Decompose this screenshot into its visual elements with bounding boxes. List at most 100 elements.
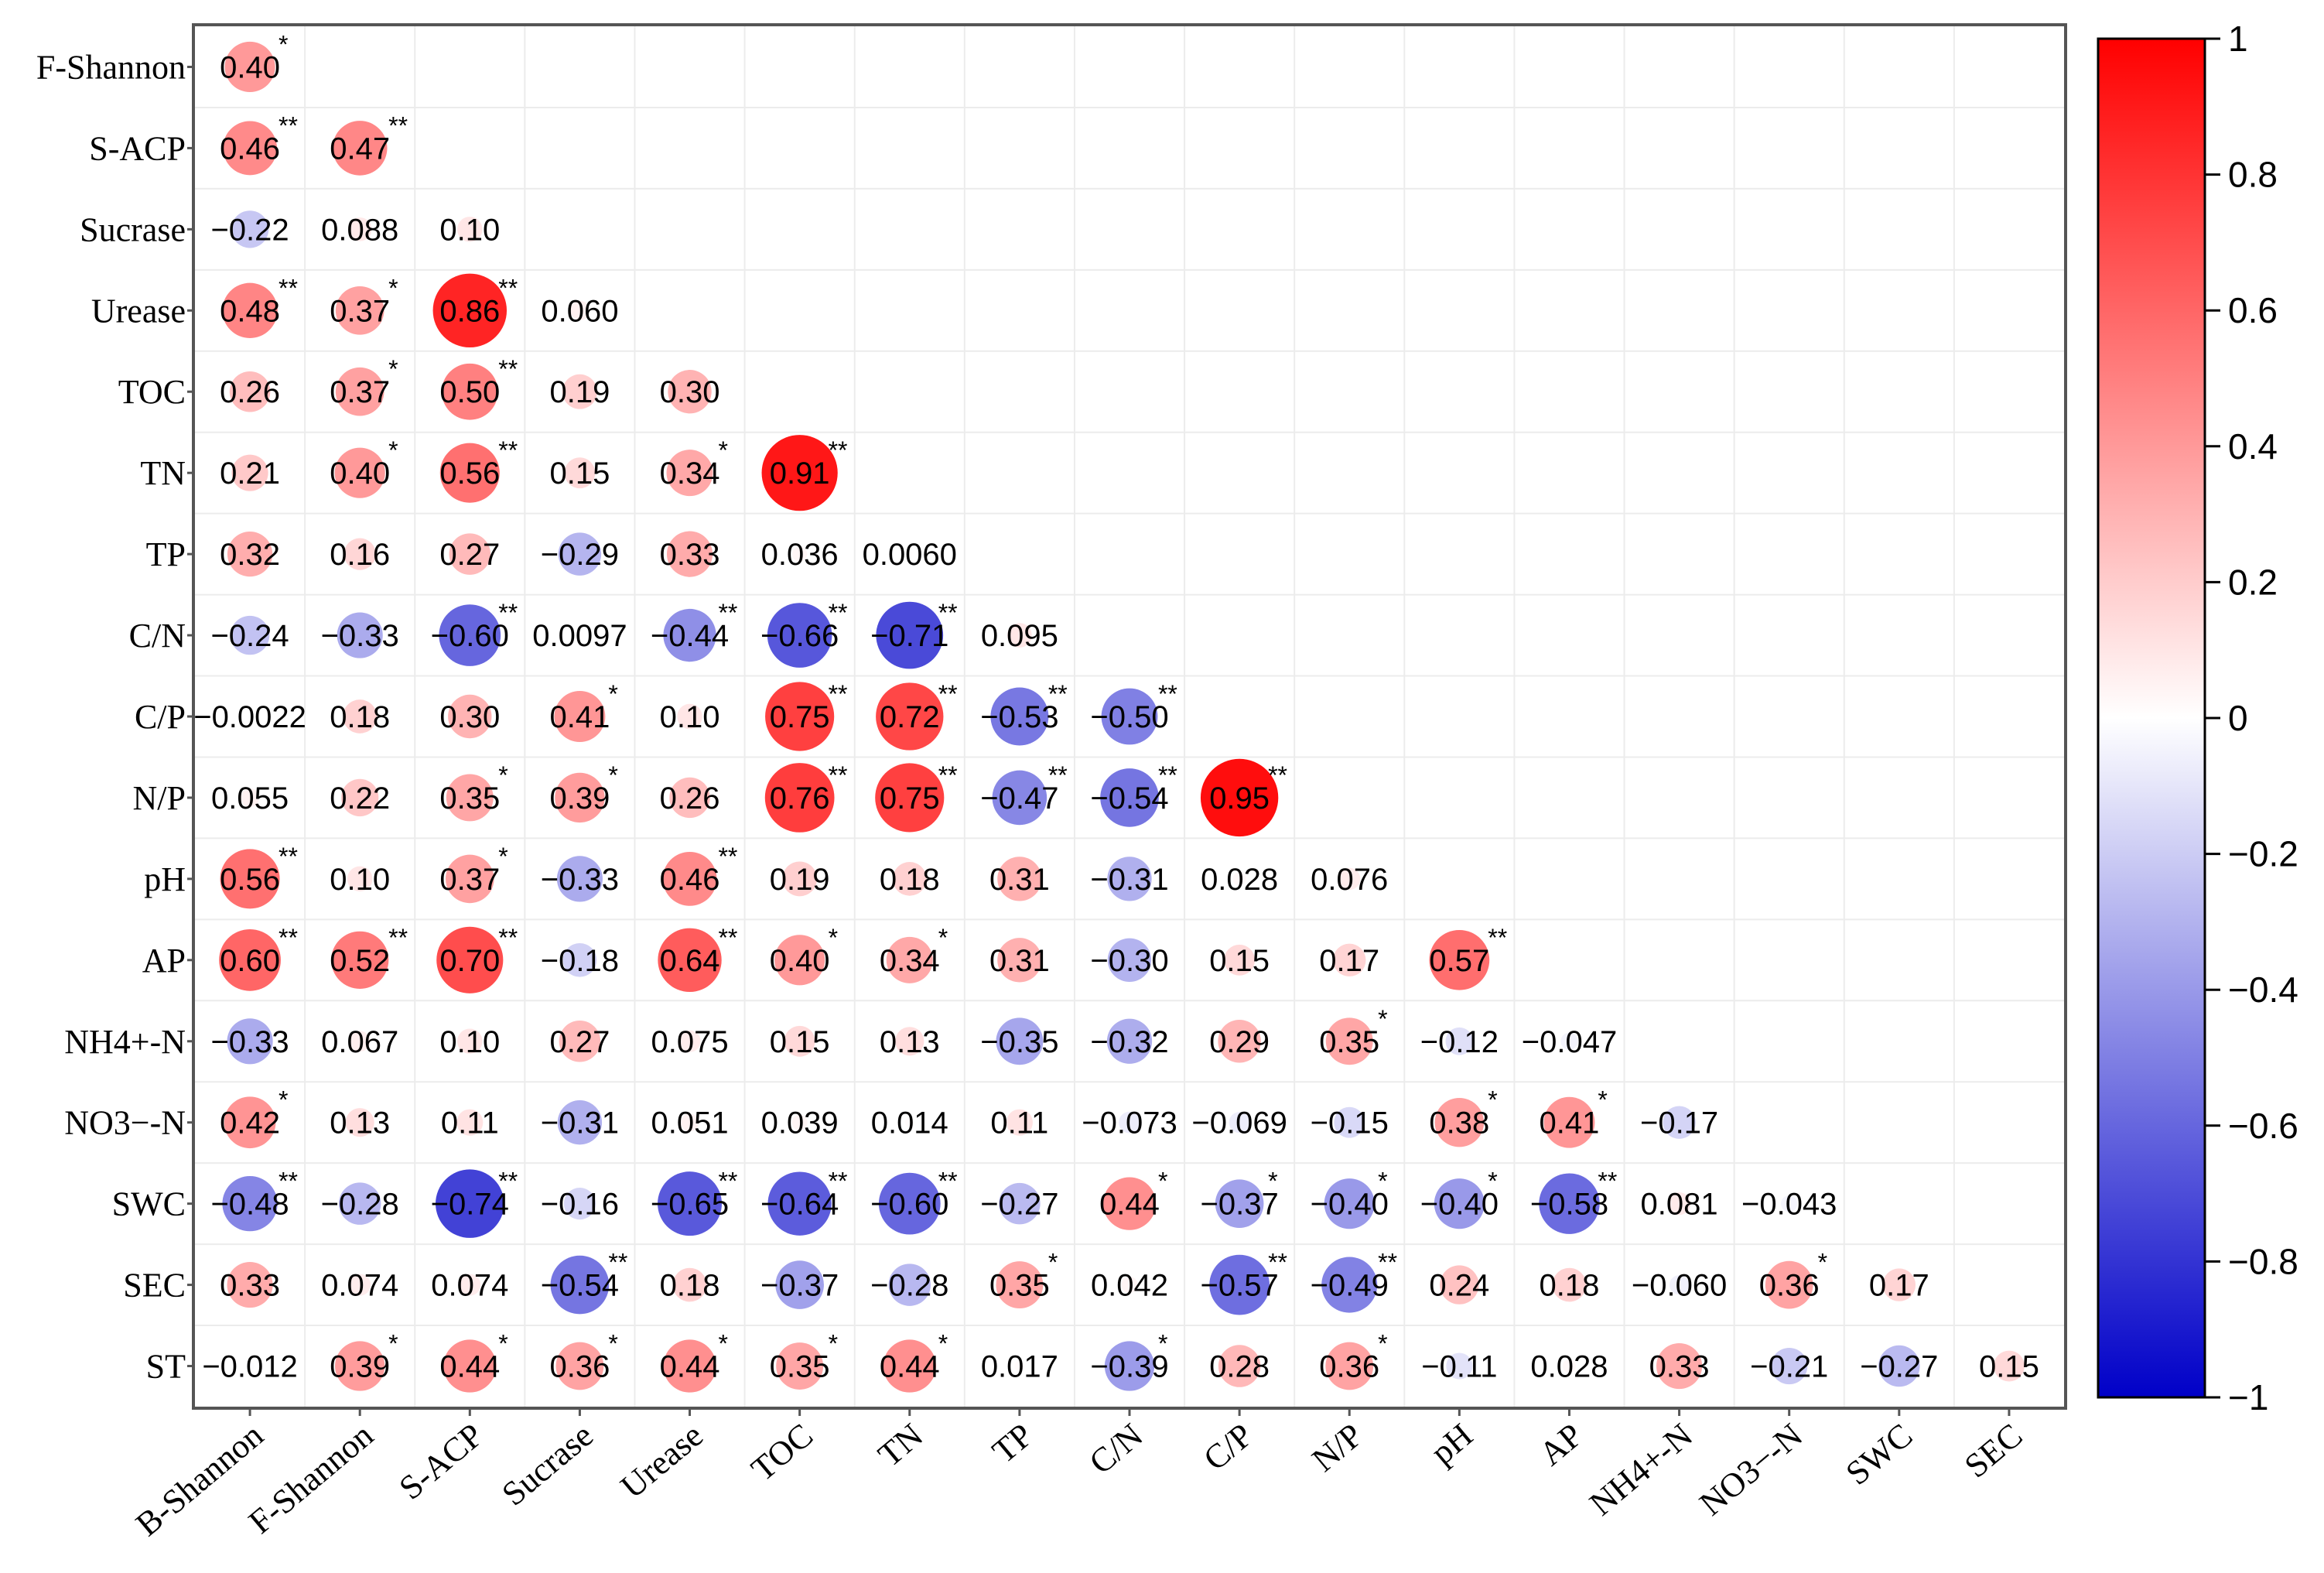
column-label: Sucrase [495, 1416, 600, 1513]
correlation-circle [436, 926, 504, 993]
correlation-value: 0.060 [541, 294, 618, 328]
correlation-value: 0.75 [880, 781, 940, 816]
correlation-circle [1006, 1109, 1033, 1136]
column-label: TP [985, 1416, 1040, 1471]
correlation-value: 0.028 [1201, 863, 1278, 897]
colorbar-tick-label: 0.8 [2228, 155, 2278, 195]
correlation-cells: 0.40*0.46**0.47**−0.22 0.088 0.100.48**0.3… [193, 30, 2039, 1393]
correlation-circle [449, 533, 491, 575]
colorbar-tick-label: −0.4 [2228, 969, 2298, 1010]
correlation-circle [222, 282, 278, 338]
correlation-value: 0.40 [330, 457, 390, 491]
correlation-value: −0.047 [1522, 1025, 1617, 1059]
row-label: NH4+-N [64, 1023, 186, 1061]
significance-marker: * [279, 30, 288, 58]
correlation-circle [556, 856, 603, 902]
correlation-circle [457, 1028, 483, 1055]
correlation-value: 0.051 [651, 1106, 728, 1140]
correlation-circle [457, 217, 483, 242]
correlation-circle [784, 1025, 815, 1057]
correlation-value: −0.37 [1201, 1188, 1279, 1222]
correlation-circle [767, 603, 832, 668]
significance-marker: ** [1378, 1249, 1397, 1277]
correlation-circle [227, 531, 273, 577]
correlation-value: 0.56 [220, 863, 280, 897]
correlation-circle [775, 1260, 824, 1309]
significance-marker: * [1488, 1086, 1497, 1114]
correlation-value: 0.50 [439, 375, 500, 409]
correlation-value: 0.47 [330, 132, 390, 166]
correlation-value: −0.29 [541, 538, 619, 572]
colorbar-tick-label: −0.8 [2228, 1241, 2298, 1281]
significance-marker: ** [608, 1249, 627, 1277]
correlation-circle [1765, 1260, 1813, 1309]
significance-marker: ** [829, 436, 848, 464]
correlation-circle [227, 1018, 273, 1065]
significance-marker: ** [498, 1168, 518, 1195]
significance-marker: ** [718, 599, 737, 627]
correlation-circle [227, 1262, 273, 1308]
correlation-value: 0.37 [330, 294, 390, 328]
correlation-circle [569, 300, 590, 320]
significance-marker: * [388, 274, 398, 302]
correlation-value: 0.055 [211, 781, 289, 816]
correlation-value: −0.30 [1090, 944, 1168, 978]
column-label: C/P [1196, 1416, 1259, 1478]
correlation-circle [1334, 1106, 1365, 1138]
significance-marker: * [718, 436, 727, 464]
correlation-circle [223, 121, 277, 176]
correlation-value: −0.50 [1090, 700, 1168, 734]
correlation-value: 0.076 [1311, 863, 1388, 897]
correlation-value: 0.095 [981, 619, 1058, 653]
correlation-circle [1878, 1345, 1920, 1387]
correlation-circle [1663, 1106, 1696, 1139]
significance-marker: ** [388, 924, 408, 952]
colorbar-tick-label: 0.2 [2228, 562, 2278, 602]
correlation-circle [677, 703, 702, 730]
correlation-circle [446, 774, 494, 822]
correlation-value: 0.16 [330, 538, 390, 572]
correlation-circle [996, 1017, 1044, 1065]
correlation-value: −0.64 [760, 1188, 839, 1222]
correlation-value: 0.042 [1091, 1269, 1168, 1303]
correlation-circle [456, 1109, 484, 1136]
correlation-value: −0.54 [1090, 781, 1168, 816]
correlation-circle [229, 371, 271, 412]
correlation-value: 0.33 [660, 538, 720, 572]
correlation-value: 0.44 [439, 1350, 500, 1384]
correlation-circle [562, 374, 597, 409]
correlation-value: 0.26 [220, 375, 280, 409]
significance-marker: * [388, 436, 398, 464]
significance-marker: ** [829, 599, 848, 627]
correlation-circle [875, 763, 945, 833]
significance-marker: * [1048, 1249, 1058, 1277]
significance-marker: ** [1268, 761, 1287, 789]
correlation-value: 0.48 [220, 294, 280, 328]
correlation-circle [240, 788, 260, 808]
correlation-value: 0.11 [990, 1106, 1048, 1140]
correlation-value: 0.24 [1429, 1269, 1489, 1303]
row-label: TN [140, 454, 186, 492]
correlation-value: −0.33 [210, 1025, 289, 1059]
significance-marker: ** [829, 1168, 848, 1195]
correlation-value: −0.60 [870, 1188, 948, 1222]
correlation-value: 0.074 [321, 1269, 398, 1303]
correlation-value: −0.22 [210, 213, 289, 247]
correlation-value: 0.36 [549, 1350, 610, 1384]
significance-marker: ** [498, 599, 518, 627]
correlation-value: 0.17 [1319, 944, 1379, 978]
significance-marker: ** [718, 1168, 737, 1195]
correlation-circle [347, 217, 372, 241]
correlation-value: −0.57 [1201, 1269, 1279, 1303]
column-label: B-Shannon [128, 1416, 270, 1544]
correlation-value: 0.11 [441, 1106, 499, 1140]
correlation-circle [1429, 929, 1490, 990]
column-label: pH [1423, 1416, 1480, 1472]
correlation-value: 0.41 [549, 700, 610, 734]
correlation-value: 0.95 [1209, 781, 1270, 816]
correlation-value: 0.27 [549, 1025, 610, 1059]
correlation-value: 0.31 [989, 944, 1050, 978]
correlation-circle [1446, 1352, 1473, 1380]
correlation-value: 0.28 [1209, 1350, 1270, 1384]
